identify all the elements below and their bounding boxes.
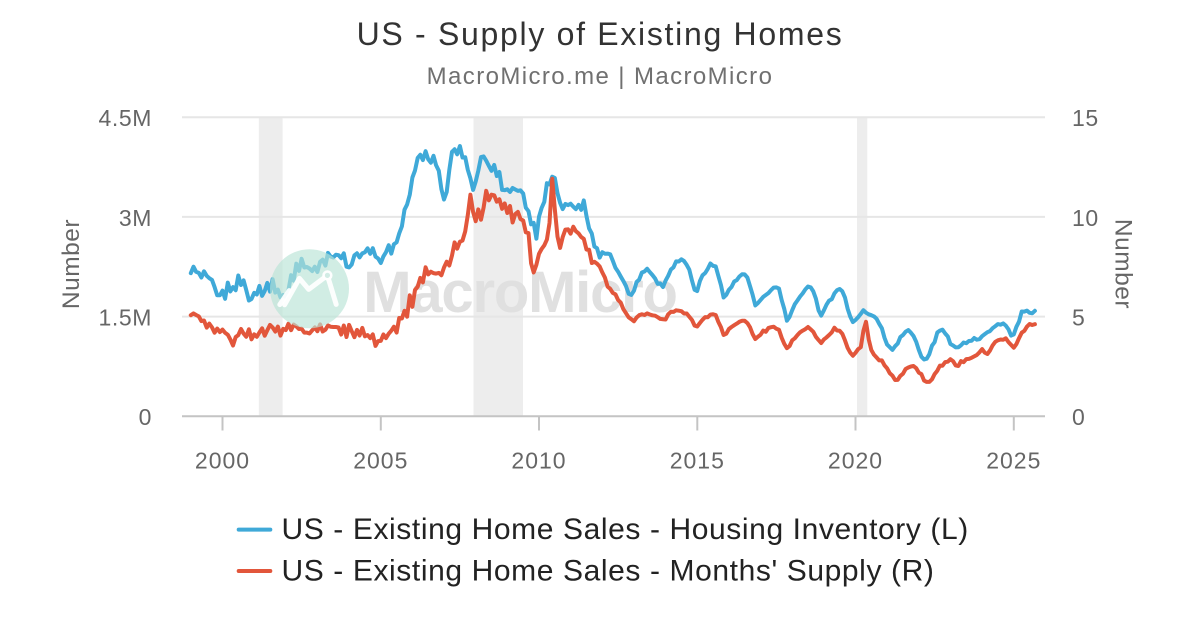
svg-text:1.5M: 1.5M [98, 305, 152, 331]
svg-text:15: 15 [1072, 105, 1099, 131]
svg-text:10: 10 [1072, 205, 1099, 231]
svg-text:US - Existing Home Sales - Hou: US - Existing Home Sales - Housing Inven… [282, 513, 969, 546]
svg-text:3M: 3M [119, 205, 152, 231]
svg-text:2020: 2020 [828, 447, 883, 473]
svg-text:2005: 2005 [353, 447, 408, 473]
svg-text:US - Existing Home Sales - Mon: US - Existing Home Sales - Months' Suppl… [282, 555, 935, 588]
svg-text:4.5M: 4.5M [98, 105, 152, 131]
svg-text:0: 0 [139, 404, 152, 430]
svg-text:MacroMicro.me | MacroMicro: MacroMicro.me | MacroMicro [427, 63, 774, 90]
svg-text:0: 0 [1072, 404, 1085, 430]
svg-text:2015: 2015 [670, 447, 725, 473]
svg-text:2010: 2010 [511, 447, 566, 473]
svg-text:2000: 2000 [195, 447, 250, 473]
svg-text:US - Supply of Existing Homes: US - Supply of Existing Homes [357, 16, 844, 52]
svg-text:Number: Number [58, 219, 85, 309]
svg-text:2025: 2025 [986, 447, 1041, 473]
svg-text:5: 5 [1072, 305, 1085, 331]
svg-text:Number: Number [1110, 219, 1137, 309]
